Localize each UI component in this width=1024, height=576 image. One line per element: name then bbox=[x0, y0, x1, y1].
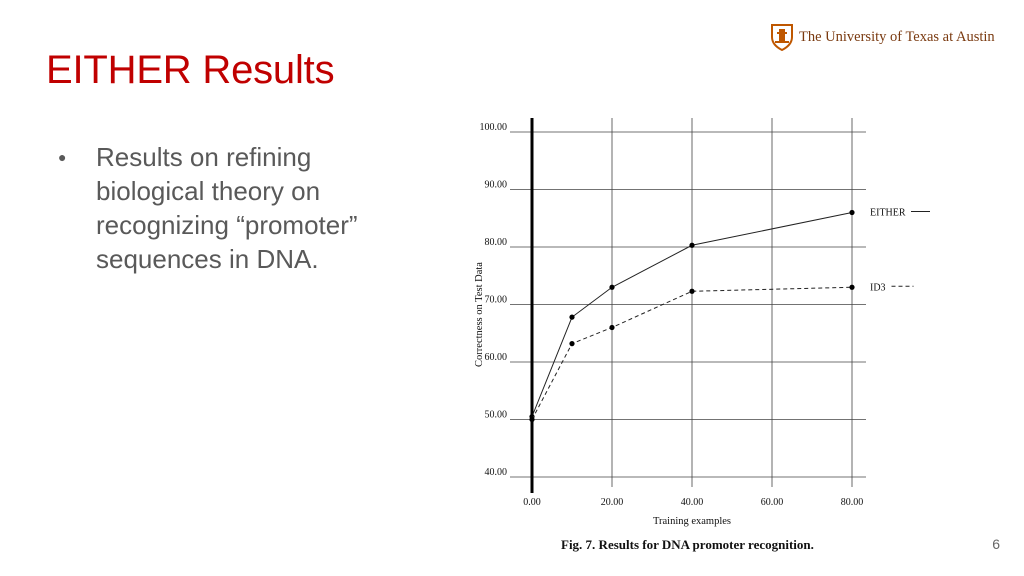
y-tick-label: 60.00 bbox=[485, 352, 508, 363]
y-axis-label: Correctness on Test Data bbox=[474, 262, 485, 367]
slide-title: EITHER Results bbox=[46, 48, 335, 92]
bullet-list: Results on refining biological theory on… bbox=[56, 140, 396, 276]
results-chart: 40.00 50.00 60.00 70.00 80.00 90.00 100.00 0.00… bbox=[474, 118, 930, 527]
y-tick-label: 70.00 bbox=[485, 295, 508, 306]
x-tick-label: 0.00 bbox=[523, 497, 541, 508]
x-tick-label: 60.00 bbox=[761, 497, 784, 508]
legend-label-id3: ID3 bbox=[870, 282, 886, 293]
y-tick-label: 50.00 bbox=[485, 410, 508, 421]
data-point bbox=[569, 314, 575, 320]
data-point bbox=[849, 284, 855, 290]
legend-label-either: EITHER bbox=[870, 208, 906, 219]
data-point bbox=[609, 284, 615, 290]
x-tick-label: 80.00 bbox=[841, 497, 864, 508]
y-tick-label: 40.00 bbox=[485, 467, 508, 478]
university-logo: The University of Texas at Austin bbox=[771, 22, 995, 52]
data-point bbox=[689, 288, 695, 294]
page-number: 6 bbox=[992, 536, 1000, 552]
data-point bbox=[569, 341, 575, 347]
data-point bbox=[689, 242, 695, 248]
figure-caption: Fig. 7. Results for DNA promoter recogni… bbox=[561, 537, 814, 552]
x-tick-label: 20.00 bbox=[601, 497, 624, 508]
bullet-item: Results on refining biological theory on… bbox=[56, 140, 396, 276]
data-point bbox=[609, 324, 615, 331]
logo-text: The University of Texas at Austin bbox=[799, 28, 995, 45]
x-axis-label: Training examples bbox=[653, 516, 731, 527]
y-tick-label: 100.00 bbox=[480, 122, 508, 133]
tower-shield-icon bbox=[771, 24, 793, 51]
data-point bbox=[849, 209, 855, 216]
data-point bbox=[529, 416, 535, 423]
x-tick-label: 40.00 bbox=[681, 497, 704, 508]
y-tick-label: 80.00 bbox=[485, 237, 508, 248]
y-tick-label: 90.00 bbox=[485, 180, 508, 191]
